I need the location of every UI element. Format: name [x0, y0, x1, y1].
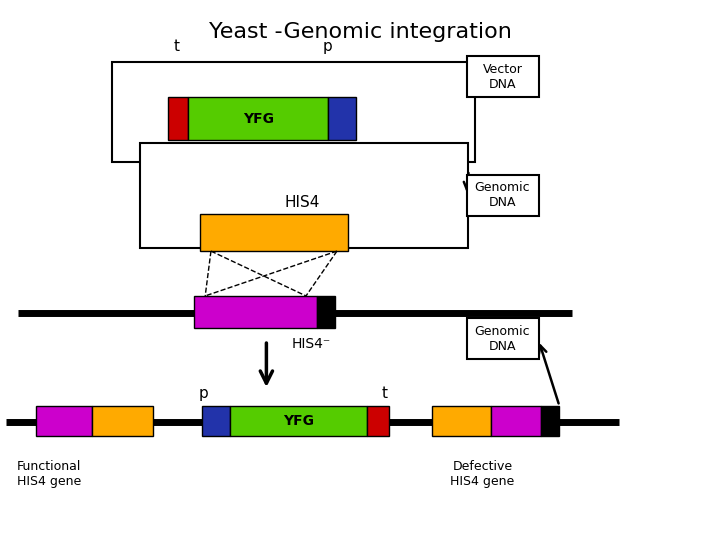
Bar [230, 406, 367, 436]
Text: YFG: YFG [283, 414, 315, 428]
Bar [188, 97, 328, 140]
Bar [432, 406, 491, 436]
Bar [200, 214, 348, 251]
Text: HIS4: HIS4 [284, 195, 320, 210]
Text: t: t [382, 386, 387, 401]
Text: p: p [198, 386, 208, 401]
Text: Defective
HIS4 gene: Defective HIS4 gene [450, 460, 515, 488]
Bar [194, 296, 317, 328]
Bar [467, 56, 539, 97]
Bar [168, 97, 188, 140]
Bar [367, 406, 389, 436]
Bar [92, 406, 153, 436]
Text: YFG: YFG [243, 112, 274, 126]
Text: Genomic
DNA: Genomic DNA [474, 181, 531, 210]
Bar [317, 296, 335, 328]
Bar [491, 406, 541, 436]
Text: HIS4⁻: HIS4⁻ [292, 337, 331, 351]
Bar [140, 143, 468, 248]
Bar [467, 175, 539, 216]
Text: t: t [174, 39, 179, 54]
Bar [328, 97, 356, 140]
Text: p: p [323, 39, 333, 54]
Text: Yeast -Genomic integration: Yeast -Genomic integration [209, 22, 511, 42]
Text: Vector
DNA: Vector DNA [482, 63, 523, 91]
Text: Genomic
DNA: Genomic DNA [474, 325, 531, 353]
Bar [202, 406, 230, 436]
Bar [541, 406, 559, 436]
Text: Functional
HIS4 gene: Functional HIS4 gene [17, 460, 81, 488]
Bar [36, 406, 92, 436]
Bar [112, 62, 475, 162]
Bar [467, 318, 539, 359]
